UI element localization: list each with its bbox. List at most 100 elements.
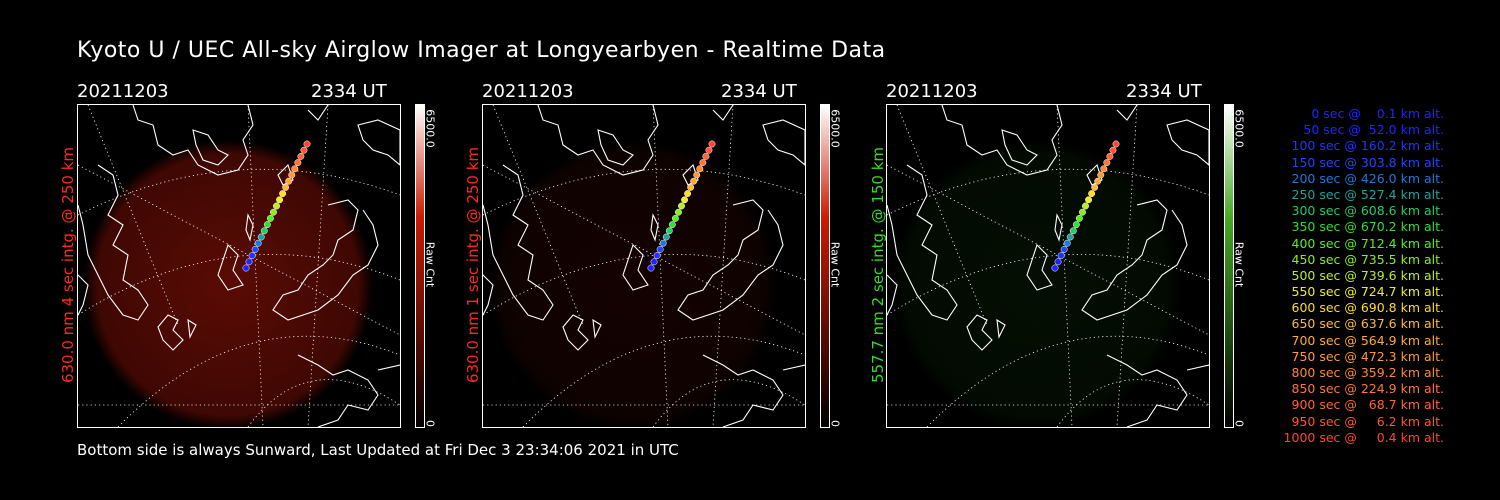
trajectory-point — [251, 245, 259, 253]
trajectory-point — [693, 171, 701, 179]
legend-row: 150 sec @ 303.8 km alt. — [1287, 154, 1444, 170]
airglow-image — [83, 140, 373, 427]
coastline — [702, 354, 784, 427]
coastline — [1106, 354, 1188, 427]
grid-line — [926, 335, 1209, 427]
coastline — [1186, 364, 1209, 371]
grid-line — [492, 105, 584, 326]
coastline — [377, 364, 400, 371]
grid-line — [522, 335, 805, 427]
legend-row: 0 sec @ 0.1 km alt. — [1299, 106, 1444, 121]
trajectory-point — [1057, 252, 1065, 260]
coastline — [941, 105, 1063, 176]
legend-row: 1000 sec @ 0.4 km alt. — [1283, 429, 1444, 445]
trajectory-point — [257, 233, 265, 241]
trajectory-point — [1112, 140, 1120, 148]
legend-row: 650 sec @ 637.6 km alt. — [1287, 316, 1444, 332]
coastline — [245, 213, 254, 242]
coastline — [562, 314, 589, 351]
trajectory-point — [266, 214, 274, 222]
grid-line — [247, 379, 400, 427]
panel3-cbar-mid: Raw Cnt — [1232, 241, 1246, 288]
trajectory-point — [647, 264, 655, 272]
grid-line — [78, 164, 400, 336]
coastline — [597, 129, 634, 166]
trajectory-point — [1072, 221, 1080, 229]
coastline — [132, 105, 254, 176]
page-title: Kyoto U / UEC All-sky Airglow Imager at … — [77, 38, 886, 63]
trajectory-point — [699, 159, 707, 167]
trajectory-point — [708, 140, 716, 148]
panel3-colorbar — [1224, 104, 1234, 428]
trajectory-point — [1085, 196, 1093, 204]
trajectory-point — [653, 252, 661, 260]
coastline — [78, 274, 89, 316]
coastline — [887, 274, 898, 316]
legend-row: 700 sec @ 564.9 km alt. — [1287, 332, 1444, 348]
trajectory-point — [245, 258, 253, 266]
panel2-time: 2334 UT — [721, 81, 797, 102]
panel3-time: 2334 UT — [1126, 81, 1202, 102]
trajectory-point — [690, 177, 698, 185]
grid-line — [307, 105, 329, 427]
legend-row: 600 sec @ 690.8 km alt. — [1287, 300, 1444, 316]
legend-row: 850 sec @ 224.9 km alt. — [1287, 381, 1444, 397]
panel1-cbar-top: 6500.0 — [423, 109, 437, 148]
grid-line — [652, 379, 805, 427]
trajectory-point — [1054, 258, 1062, 266]
panel3-image — [886, 104, 1210, 428]
panel1-map — [78, 105, 400, 427]
grid-line — [87, 105, 179, 326]
coastline — [966, 314, 993, 351]
grid-line — [1116, 105, 1138, 427]
trajectory-point — [270, 208, 277, 216]
panel2-side-label: 630.0 nm 1 sec intg. @ 250 km — [464, 146, 482, 384]
legend-row: 550 sec @ 724.7 km alt. — [1287, 284, 1444, 300]
trajectory-point — [285, 177, 293, 185]
panel1-colorbar — [415, 104, 425, 428]
trajectory-point — [288, 171, 296, 179]
trajectory-point — [662, 233, 670, 241]
trajectory-point — [1069, 227, 1077, 235]
panel2-cbar-top: 6500.0 — [828, 109, 842, 148]
coastline — [157, 314, 184, 351]
coastline — [1166, 119, 1209, 166]
legend-row: 250 sec @ 527.4 km alt. — [1287, 186, 1444, 202]
trajectory-point — [294, 159, 302, 167]
legend-row: 450 sec @ 735.5 km alt. — [1287, 251, 1444, 267]
trajectory-point — [684, 190, 692, 198]
grid-line — [1056, 379, 1209, 427]
trajectory-point — [248, 252, 256, 260]
legend-row: 50 sec @ 52.0 km alt. — [1295, 122, 1444, 138]
trajectory-point — [1091, 183, 1099, 191]
coastline — [1116, 105, 1138, 121]
trajectory-point — [1100, 165, 1108, 173]
coastline — [483, 164, 554, 321]
coastline — [307, 105, 329, 121]
coastline — [187, 318, 197, 339]
panel2-image — [482, 104, 806, 428]
legend-row: 500 sec @ 739.6 km alt. — [1287, 267, 1444, 283]
trajectory-point — [702, 152, 710, 160]
panel3-cbar-bottom: 0 — [1232, 420, 1246, 427]
panel1-side-label: 630.0 nm 4 sec intg. @ 250 km — [59, 146, 77, 384]
trajectory-point — [668, 221, 676, 229]
grid-line — [117, 335, 400, 427]
panel1-time: 2334 UT — [311, 81, 387, 102]
grid-line — [78, 254, 400, 316]
trajectory-point — [1103, 159, 1111, 167]
panel3-side-label: 557.7 nm 2 sec intg. @ 150 km — [869, 146, 887, 384]
trajectory-point — [1066, 233, 1074, 241]
panel1-image — [77, 104, 401, 428]
trajectory-point — [276, 196, 284, 204]
trajectory-point — [260, 227, 268, 235]
coastline — [192, 129, 229, 166]
coastline — [677, 199, 784, 321]
coastline — [782, 364, 805, 371]
panel2-cbar-mid: Raw Cnt — [828, 241, 842, 288]
trajectory-point — [1094, 177, 1102, 185]
legend-row: 950 sec @ 6.2 km alt. — [1287, 413, 1444, 429]
panel2-cbar-bottom: 0 — [828, 420, 842, 427]
coastline — [297, 354, 379, 427]
panel3-date: 20211203 — [886, 81, 978, 102]
